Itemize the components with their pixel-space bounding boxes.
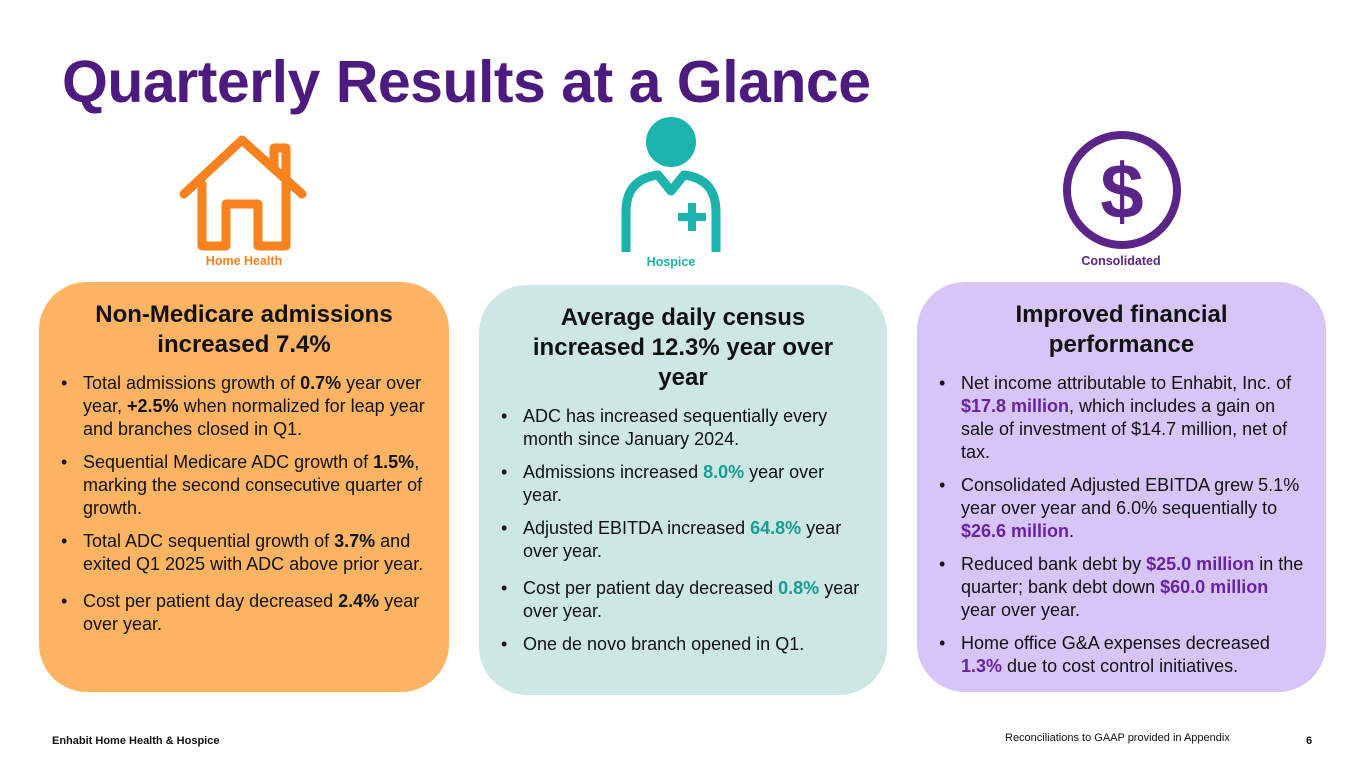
home-health-card: Non-Medicare admissions increased 7.4% T… [39,282,449,692]
consolidated-heading: Improved financial performance [1015,301,1228,358]
list-item: Home office G&A expenses decreased 1.3% … [937,632,1306,678]
hospice-card: Average daily census increased 12.3% yea… [479,285,887,695]
home-health-label: Home Health [205,254,283,268]
list-item: Sequential Medicare ADC growth of 1.5%, … [59,451,429,520]
list-item: Total ADC sequential growth of 3.7% and … [59,530,429,576]
footer-note: Reconciliations to GAAP provided in Appe… [1005,732,1230,744]
list-item: Cost per patient day decreased 0.8% year… [499,577,867,623]
nurse-icon [621,117,721,252]
consolidated-card: Improved financial performance Net incom… [917,282,1326,692]
consolidated-label: Consolidated [1081,254,1161,268]
page-number: 6 [1306,735,1313,747]
list-item: Adjusted EBITDA increased 64.8% year ove… [499,517,867,563]
list-item: Reduced bank debt by $25.0 million in th… [937,553,1306,622]
home-health-heading: Non-Medicare admissions increased 7.4% [95,301,393,358]
dollar-icon: $ [1063,131,1181,249]
hospice-label: Hospice [646,255,696,269]
hospice-bullets: ADC has increased sequentially every mon… [499,405,867,656]
footer-company: Enhabit Home Health & Hospice [52,735,220,747]
list-item: Net income attributable to Enhabit, Inc.… [937,372,1306,464]
consolidated-bullets: Net income attributable to Enhabit, Inc.… [937,372,1306,678]
list-item: Cost per patient day decreased 2.4% year… [59,590,429,636]
list-item: ADC has increased sequentially every mon… [499,405,867,451]
home-health-bullets: Total admissions growth of 0.7% year ove… [59,372,429,636]
list-item: One de novo branch opened in Q1. [499,633,867,656]
svg-text:$: $ [1100,147,1143,235]
house-icon [179,135,307,251]
list-item: Consolidated Adjusted EBITDA grew 5.1% y… [937,474,1306,543]
hospice-heading: Average daily census increased 12.3% yea… [532,304,834,391]
page-title: Quarterly Results at a Glance [62,49,871,115]
list-item: Total admissions growth of 0.7% year ove… [59,372,429,441]
list-item: Admissions increased 8.0% year over year… [499,461,867,507]
